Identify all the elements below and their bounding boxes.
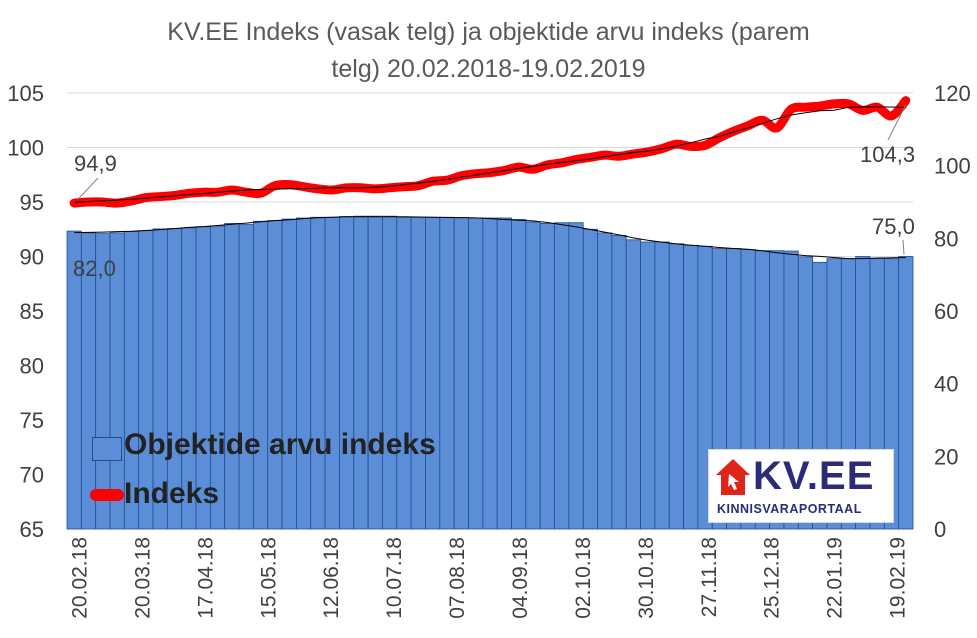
right-tick-label: 40 xyxy=(934,372,958,397)
chart-title-line-2: telg) 20.02.2018-19.02.2019 xyxy=(331,55,646,83)
x-tick-label: 04.09.18 xyxy=(509,537,532,619)
left-tick-label: 75 xyxy=(20,408,44,433)
bar xyxy=(582,228,598,530)
bar xyxy=(611,235,627,530)
bar xyxy=(253,220,269,530)
label-leader xyxy=(887,104,907,141)
right-tick-label: 20 xyxy=(934,444,958,469)
legend-bar-label: Objektide arvu indeks xyxy=(124,428,436,461)
bar xyxy=(654,241,670,530)
right-axis-ticks: 0 20 40 60 80 100 120 xyxy=(934,81,971,542)
bar xyxy=(525,221,541,530)
label-leader xyxy=(77,177,99,200)
bar xyxy=(640,241,656,530)
legend-line-label: Indeks xyxy=(124,477,220,510)
bar xyxy=(382,215,398,530)
left-tick-label: 105 xyxy=(7,81,44,106)
bar xyxy=(339,216,355,530)
x-tick-label: 17.04.18 xyxy=(194,537,217,619)
bar xyxy=(281,218,297,530)
legend-bar-swatch xyxy=(92,437,122,461)
x-tick-label: 27.11.18 xyxy=(698,537,721,617)
data-labels: 94,9 104,3 82,0 75,0 xyxy=(73,104,915,281)
bar xyxy=(353,215,369,530)
line-first-label: 94,9 xyxy=(74,151,117,176)
bar xyxy=(324,216,340,530)
bar xyxy=(396,216,412,530)
bar xyxy=(625,239,641,530)
right-tick-label: 60 xyxy=(934,299,958,324)
bar xyxy=(668,243,684,530)
x-tick-label: 25.12.18 xyxy=(761,537,784,619)
bar xyxy=(898,256,914,530)
x-tick-label: 15.05.18 xyxy=(257,537,280,619)
bar xyxy=(367,215,383,530)
bar xyxy=(238,224,254,530)
right-tick-label: 80 xyxy=(934,226,958,251)
line-series xyxy=(69,96,911,208)
bar xyxy=(267,220,283,530)
bar xyxy=(683,244,699,530)
bar xyxy=(439,216,455,530)
right-tick-label: 120 xyxy=(934,81,971,106)
bar xyxy=(496,217,512,530)
chart-title-line-1: KV.EE Indeks (vasak telg) ja objektide a… xyxy=(167,18,810,46)
bar xyxy=(482,217,498,530)
bar xyxy=(539,223,555,530)
bar xyxy=(296,217,312,530)
left-axis-ticks: 65 70 75 80 85 90 95 100 105 xyxy=(7,81,44,542)
left-tick-label: 100 xyxy=(7,136,44,161)
bar xyxy=(554,222,570,530)
line-trend-line xyxy=(74,106,906,203)
left-tick-label: 70 xyxy=(20,463,44,488)
bar xyxy=(568,222,584,530)
bar xyxy=(453,217,469,530)
x-tick-label: 12.06.18 xyxy=(320,537,343,619)
logo-wordmark: KV.EE xyxy=(753,454,875,498)
bar xyxy=(224,223,240,530)
kv-ee-logo: KV.EE KINNISVARAPORTAAL xyxy=(708,449,894,523)
indeks-line xyxy=(69,96,911,208)
bar xyxy=(597,232,613,530)
bar-trend-line xyxy=(74,216,906,260)
label-leader xyxy=(902,239,905,255)
bar xyxy=(511,219,527,530)
x-tick-label: 30.10.18 xyxy=(635,537,658,619)
x-tick-label: 10.07.18 xyxy=(383,537,406,619)
logo-tagline: KINNISVARAPORTAAL xyxy=(717,502,862,516)
left-tick-label: 80 xyxy=(20,354,44,379)
x-tick-label: 19.02.19 xyxy=(887,537,910,619)
x-tick-label: 07.08.18 xyxy=(446,537,469,619)
line-last-label: 104,3 xyxy=(860,142,915,167)
left-tick-label: 95 xyxy=(20,190,44,215)
left-tick-label: 90 xyxy=(20,245,44,270)
bar xyxy=(310,216,326,530)
bar xyxy=(425,216,441,530)
right-tick-label: 100 xyxy=(934,154,971,179)
right-tick-label: 0 xyxy=(934,517,946,542)
house-icon xyxy=(716,459,750,495)
x-axis-ticks: 20.02.18 20.03.18 17.04.18 15.05.18 12.06.18… xyxy=(69,537,910,619)
x-tick-label: 20.03.18 xyxy=(131,537,154,619)
left-tick-label: 65 xyxy=(20,517,44,542)
legend-line-swatch xyxy=(90,489,124,501)
bar-trendline xyxy=(74,216,906,260)
bar-last-label: 75,0 xyxy=(872,214,915,239)
x-tick-label: 22.01.19 xyxy=(824,537,847,619)
bar xyxy=(410,216,426,530)
x-tick-label: 02.10.18 xyxy=(572,537,595,619)
left-tick-label: 85 xyxy=(20,299,44,324)
x-tick-label: 20.02.18 xyxy=(69,537,92,619)
bar-first-label: 82,0 xyxy=(73,256,116,281)
bar xyxy=(468,217,484,530)
